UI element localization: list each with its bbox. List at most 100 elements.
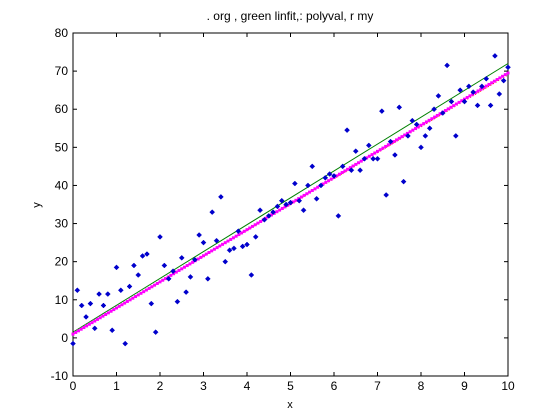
- fit-marker: [397, 136, 401, 140]
- fit-marker: [490, 81, 494, 85]
- y-tick-label: 20: [55, 255, 69, 269]
- chart-title: . org , green linfit,: polyval, r my: [207, 9, 374, 23]
- x-tick-label: 4: [244, 379, 251, 393]
- fit-marker: [253, 223, 257, 227]
- fit-marker: [191, 260, 195, 264]
- data-point: [78, 302, 85, 309]
- fit-marker: [501, 74, 505, 78]
- fit-marker: [109, 309, 113, 313]
- fit-marker: [104, 312, 108, 316]
- fit-marker: [308, 190, 312, 194]
- data-point: [500, 77, 507, 84]
- fit-marker: [367, 154, 371, 158]
- data-point: [218, 194, 224, 200]
- data-point: [483, 75, 490, 82]
- data-point: [100, 302, 107, 309]
- data-point: [252, 234, 259, 240]
- fit-marker: [460, 99, 464, 103]
- fit-marker: [158, 280, 162, 284]
- data-point: [452, 133, 459, 139]
- fit-marker: [136, 293, 140, 297]
- data-point: [387, 138, 394, 145]
- data-point: [161, 262, 168, 269]
- fit-marker: [503, 73, 507, 77]
- fit-marker: [226, 239, 230, 243]
- y-tick-label: 10: [55, 293, 69, 307]
- data-point: [187, 274, 194, 280]
- fit-marker: [381, 146, 385, 150]
- fit-marker: [163, 277, 167, 281]
- data-point: [365, 142, 372, 149]
- fit-marker: [351, 164, 355, 168]
- fit-marker: [223, 241, 227, 245]
- data-point: [135, 272, 142, 278]
- x-tick-label: 8: [418, 379, 425, 393]
- data-point: [109, 327, 116, 334]
- fit-marker: [215, 246, 219, 250]
- data-point: [496, 91, 503, 97]
- data-point: [413, 121, 420, 128]
- fit-marker: [153, 283, 157, 287]
- data-point: [487, 102, 494, 109]
- data-point: [91, 325, 98, 332]
- fit-marker: [294, 198, 298, 202]
- fit-marker: [408, 130, 412, 134]
- data-point: [222, 258, 229, 265]
- fit-marker: [476, 89, 480, 93]
- fit-marker: [188, 262, 192, 266]
- fit-marker: [185, 264, 189, 268]
- data-point: [378, 108, 385, 114]
- fit-marker: [229, 237, 233, 241]
- fit-marker: [482, 86, 486, 90]
- data-point: [235, 228, 242, 235]
- x-tick-label: 3: [200, 379, 207, 393]
- data-point: [274, 203, 281, 210]
- fit-marker: [378, 148, 382, 152]
- fit-marker: [150, 285, 154, 289]
- fit-marker: [134, 295, 138, 299]
- x-tick-label: 2: [157, 379, 164, 393]
- data-point: [283, 201, 290, 208]
- data-point: [191, 256, 198, 263]
- data-point: [74, 287, 81, 294]
- data-point: [470, 89, 477, 95]
- y-tick-label: 50: [55, 140, 69, 154]
- data-point: [244, 241, 250, 248]
- fit-marker: [74, 330, 78, 334]
- fit-marker: [98, 316, 102, 320]
- fit-marker: [310, 188, 314, 192]
- fit-marker: [299, 195, 303, 199]
- fit-marker: [492, 79, 496, 83]
- data-point: [83, 314, 89, 320]
- fit-marker: [457, 100, 461, 104]
- y-tick-label: 70: [55, 64, 69, 78]
- fit-marker: [218, 244, 222, 248]
- data-point: [322, 174, 329, 181]
- fit-marker: [370, 153, 374, 157]
- fit-marker: [433, 115, 437, 119]
- fit-marker: [321, 182, 325, 186]
- data-point: [439, 110, 446, 116]
- fit-marker: [340, 171, 344, 175]
- fit-marker: [101, 314, 105, 318]
- data-point: [422, 133, 429, 139]
- data-point: [131, 262, 137, 269]
- fit-marker: [416, 125, 420, 129]
- fit-marker: [305, 192, 309, 196]
- fit-marker: [106, 311, 110, 315]
- data-point: [200, 239, 207, 246]
- x-tick-label: 7: [374, 379, 381, 393]
- data-point: [257, 207, 263, 214]
- fit-marker: [240, 231, 244, 235]
- data-point: [183, 289, 189, 296]
- data-point: [479, 83, 485, 90]
- fit-marker: [131, 296, 135, 300]
- data-point: [248, 272, 255, 278]
- x-axis-label: x: [287, 399, 293, 411]
- data-point: [196, 232, 203, 238]
- fit-marker: [142, 290, 146, 294]
- fit-marker: [365, 156, 369, 160]
- fit-marker: [79, 327, 83, 331]
- data-point: [457, 87, 464, 94]
